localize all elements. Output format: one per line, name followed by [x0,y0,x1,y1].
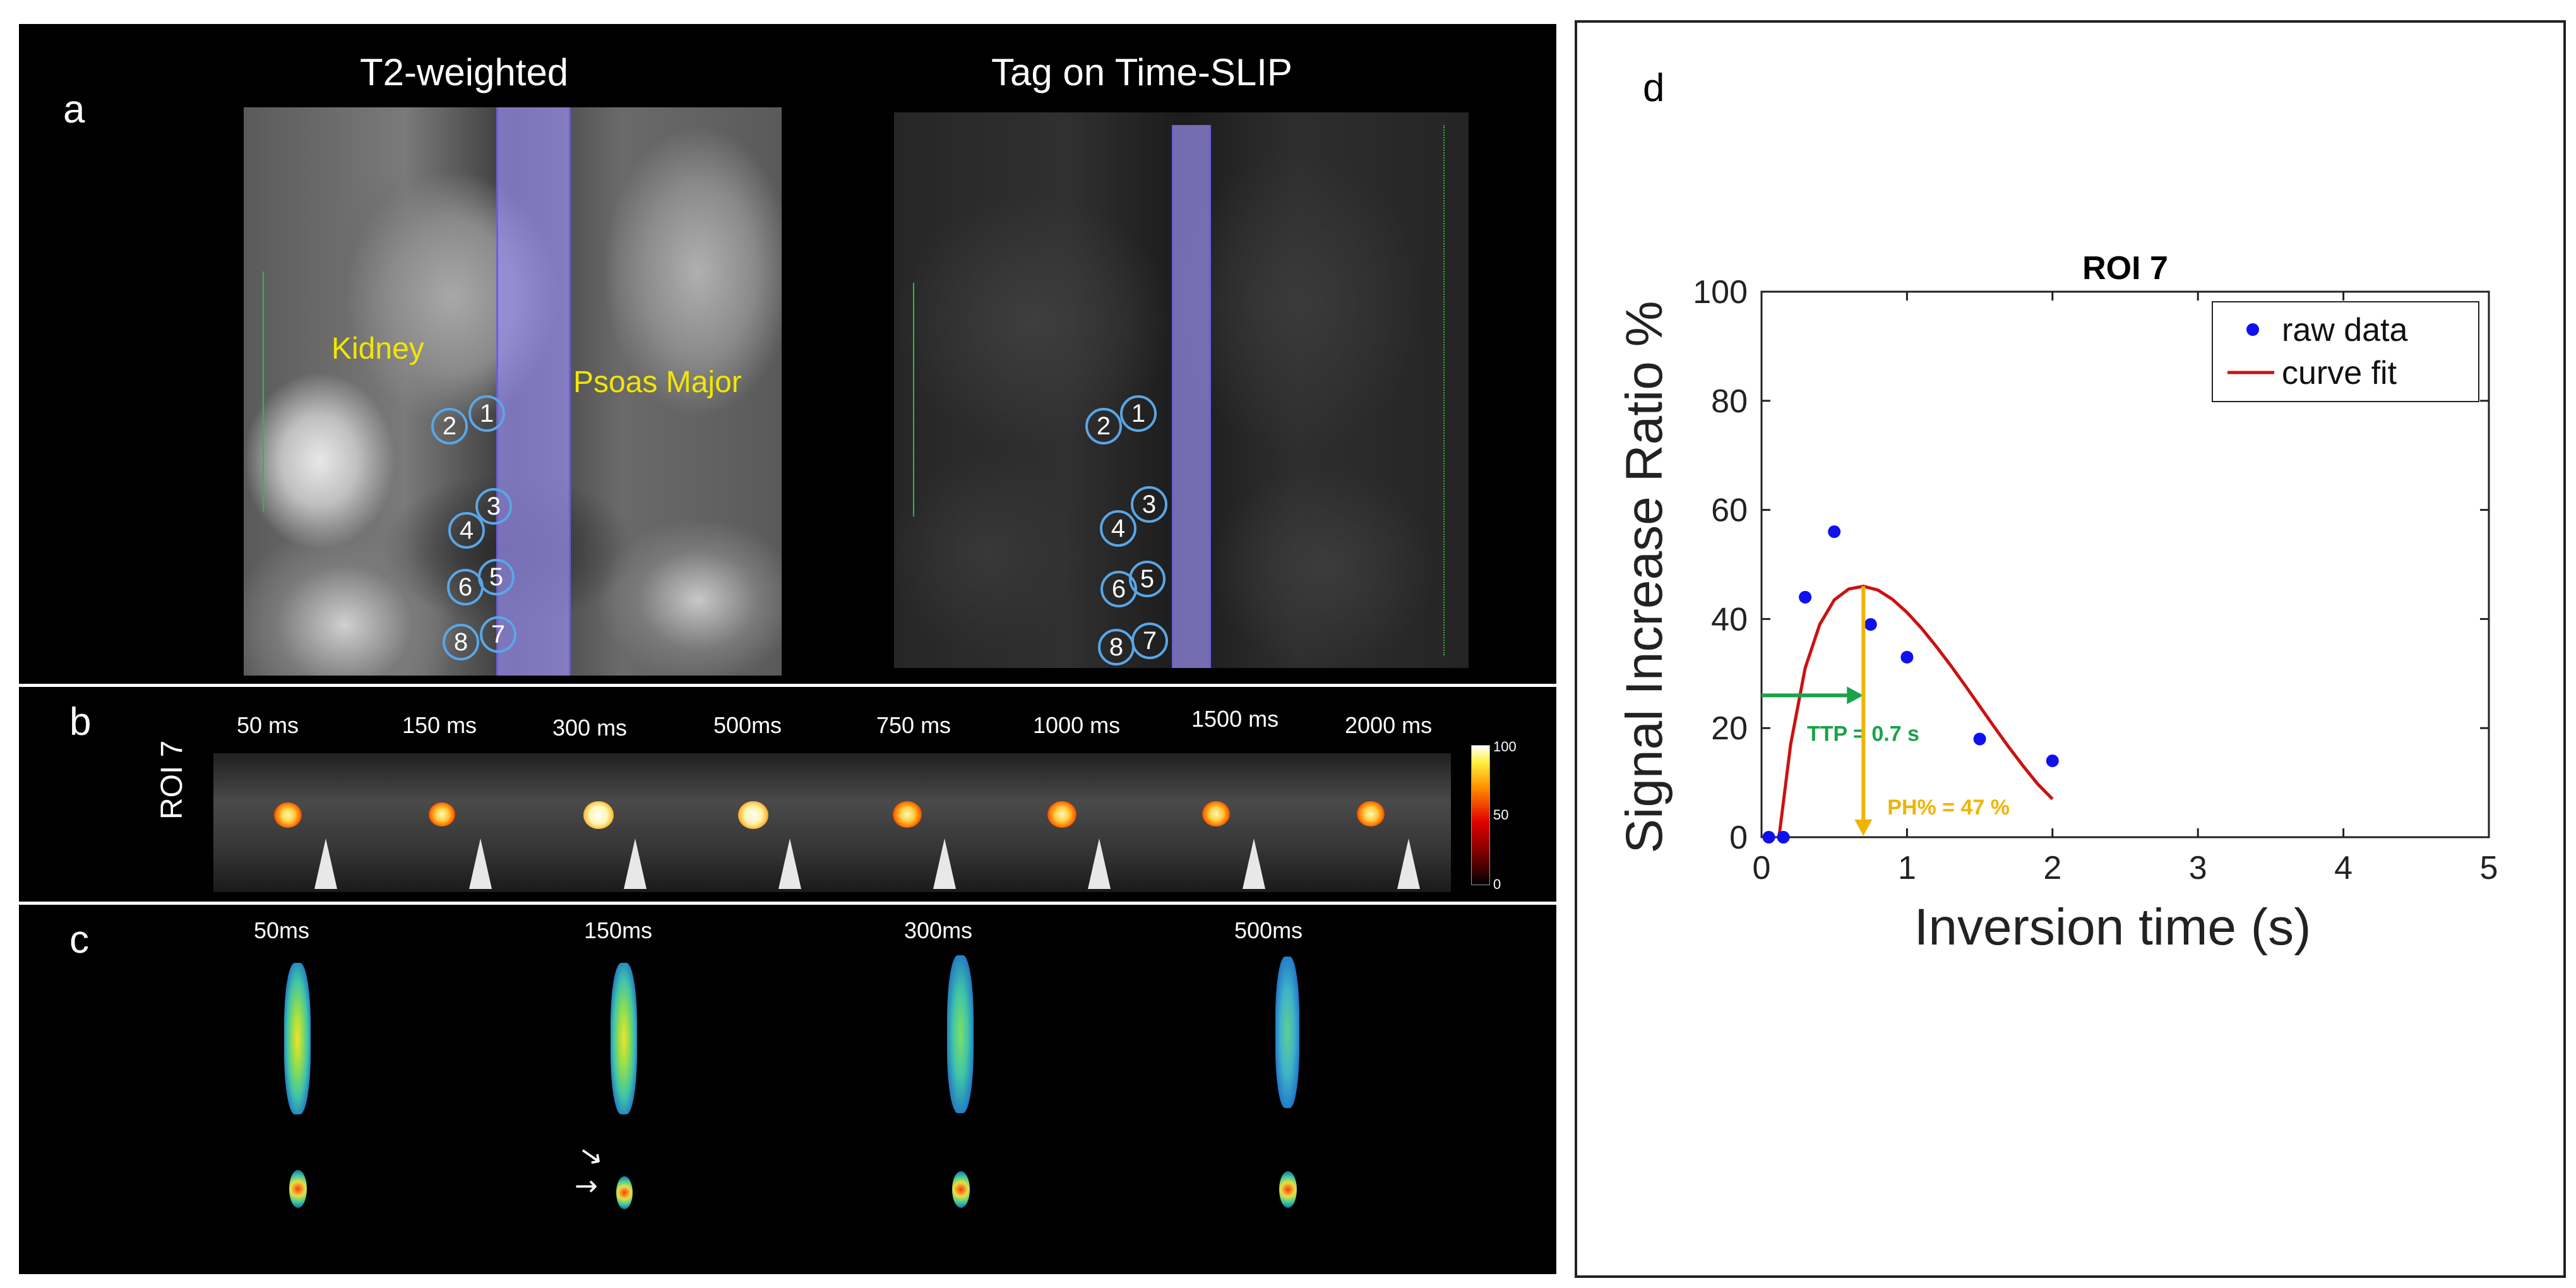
roi-marker-right-8: 8 [1098,629,1135,665]
ttp-arrowhead [1847,686,1864,705]
x-tick-label-5: 5 [2480,850,2498,886]
time-label-b-1: 50 ms [237,712,299,738]
time-label-b-4: 500ms [713,712,782,738]
signal-ratio-chart: d 0 20 40 60 80 100 0 1 2 3 4 5 ROI 7 Inversion time (… [1616,66,2498,956]
roi7-frame-6 [987,753,1142,892]
kidney-label: Kidney [331,332,424,366]
time-slip-image [894,112,1469,668]
roi-7-row-label: ROI 7 [155,740,189,820]
raw-data-point-3 [1799,590,1812,604]
roi7-frame-5 [832,753,987,892]
x-axis-label: Inversion time (s) [1914,898,2311,956]
vessel-spot-500ms [1279,1171,1297,1208]
raw-data-point-8 [2046,754,2059,768]
roi-marker-left-3: 3 [475,488,512,525]
roi-marker-left-4: 4 [448,512,485,549]
legend-curve-fit-label: curve fit [2282,355,2397,391]
time-label-c-2: 150ms [584,917,653,943]
roi7-frame-7 [1142,753,1296,892]
time-label-c-4: 500ms [1234,917,1303,943]
panel-d-label: d [1643,66,1664,110]
raw-data-point-4 [1828,525,1841,539]
psoas-major-label: Psoas Major [573,366,742,399]
x-tick-label-2: 2 [2043,850,2061,886]
roi7-frame-2 [368,753,523,892]
roi-marker-left-1: 1 [468,395,505,432]
time-label-c-3: 300ms [904,917,973,943]
tag-on-time-slip-title: Tag on Time-SLIP [991,51,1292,93]
vessel-spot-150ms [616,1176,633,1209]
raw-data-point-7 [1973,732,1986,746]
roi-marker-right-4: 4 [1100,510,1136,547]
curve-fit-line [1777,584,2054,838]
raw-data-point-5 [1864,618,1877,631]
arrow-icon-lower: → [575,1170,598,1202]
vessel-signal-50ms [284,963,311,1114]
roi-marker-right-7: 7 [1131,623,1168,659]
y-tick-label-0: 0 [1729,820,1748,856]
vessel-signal-150ms [611,963,637,1114]
bracket-right [913,283,919,516]
y-tick-label-2: 40 [1711,601,1748,638]
time-label-b-6: 1000 ms [1033,712,1121,738]
y-tick-label-5: 100 [1693,274,1748,311]
legend-box [2212,301,2479,402]
time-label-b-8: 2000 ms [1345,712,1433,738]
roi-marker-right-2: 2 [1085,408,1122,444]
vessel-signal-300ms [947,955,974,1113]
roi-marker-left-2: 2 [431,408,468,444]
raw-data-point-2 [1777,831,1790,844]
fov-dotted-line [1443,125,1446,655]
colorbar-mid-label: 50 [1493,807,1509,823]
raw-data-point-1 [1762,831,1775,844]
y-tick-label-3: 60 [1711,492,1748,529]
panel-b-label: b [69,700,92,744]
panel-a: a T2-weighted Tag on Time-SLIP Kidney Ps… [19,24,1556,684]
x-tick-label-1: 1 [1898,850,1916,886]
roi7-frame-1 [213,753,368,892]
time-label-b-3: 300 ms [552,715,628,741]
colorbar-min-label: 0 [1493,876,1501,892]
time-label-b-7: 1500 ms [1191,706,1279,732]
roi-marker-left-7: 7 [480,616,516,653]
time-label-b-5: 750 ms [876,712,951,738]
colorbar-max-label: 100 [1493,739,1517,754]
vessel-spot-50ms [289,1170,307,1208]
vessel-signal-500ms [1275,957,1299,1108]
x-tick-label-3: 3 [2189,850,2207,886]
vessel-spot-300ms [952,1171,970,1208]
roi-marker-right-3: 3 [1131,486,1167,523]
ph-annotation: PH% = 47 % [1887,796,2010,820]
t2-weighted-title: T2-weighted [360,51,569,93]
roi7-frame-3 [523,753,677,892]
raw-data-point-6 [1900,650,1914,664]
panel-c: c 50ms 150ms 300ms 500ms → → [19,905,1556,1274]
roi-marker-left-8: 8 [443,624,479,660]
legend-raw-data-label: raw data [2282,312,2408,349]
y-axis-label: Signal Increase Ratio % [1616,301,1673,853]
panel-c-label: c [69,918,89,962]
bracket-left [263,271,269,511]
time-label-b-2: 150 ms [402,712,477,738]
roi-marker-left-5: 5 [478,559,515,595]
x-tick-label-4: 4 [2334,850,2352,886]
ph-arrowhead [1854,820,1873,836]
x-tick-label-0: 0 [1753,850,1771,886]
panel-a-label: a [63,88,85,131]
y-tick-label-1: 20 [1711,710,1748,747]
labeling-slab-right [1172,125,1211,668]
legend-raw-data-marker [2246,323,2259,336]
roi-marker-left-6: 6 [447,569,484,605]
roi-marker-right-1: 1 [1120,395,1157,432]
roi7-frame-4 [677,753,832,892]
time-label-c-1: 50ms [254,917,310,943]
chart-title: ROI 7 [2082,250,2168,287]
roi7-frame-8 [1296,753,1451,892]
panel-b: b ROI 7 50 ms 150 ms 300 ms 500ms 750 ms… [19,687,1556,902]
y-tick-label-4: 80 [1711,383,1748,420]
roi-marker-right-6: 6 [1100,571,1137,607]
colorbar [1471,745,1490,885]
